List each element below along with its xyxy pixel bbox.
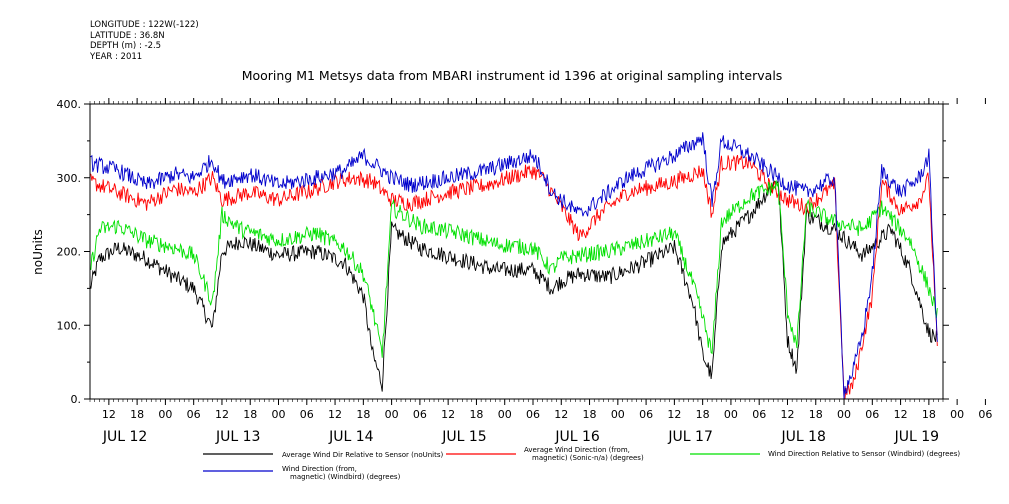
x-day-label: JUL 16 — [554, 429, 600, 445]
x-tick-label: 06 — [526, 408, 540, 421]
legend-label-2: Average Wind Direction (from, magnetic) (… — [524, 446, 644, 462]
x-tick-label: 18 — [130, 408, 144, 421]
series-line-2 — [89, 154, 938, 400]
year-label: YEAR : 2011 — [90, 51, 143, 62]
legend-label-line: Wind Direction (from, — [282, 465, 357, 473]
legend-label-line: Average Wind Direction (from, — [524, 446, 630, 454]
legend-label-4: Wind Direction (from, magnetic) (Windbird… — [282, 465, 401, 481]
y-tick-label: 200. — [57, 246, 82, 259]
x-day-label: JUL 19 — [894, 429, 939, 445]
x-tick-label: 06 — [752, 408, 766, 421]
x-tick-label: 00 — [498, 408, 512, 421]
x-day-label: JUL 17 — [667, 429, 712, 445]
legend-label-line: Average Wind Dir Relative to Sensor (noU… — [282, 451, 443, 459]
x-tick-label: 00 — [837, 408, 851, 421]
x-tick-label: 12 — [667, 408, 681, 421]
x-tick-label: 18 — [583, 408, 597, 421]
x-tick-label: 12 — [328, 408, 342, 421]
chart-title: Mooring M1 Metsys data from MBARI instru… — [242, 68, 783, 83]
metadata-block: LONGITUDE : 122W(-122) LATITUDE : 36.8N … — [90, 20, 199, 62]
x-tick-label: 18 — [696, 408, 710, 421]
x-tick-label: 00 — [158, 408, 172, 421]
x-tick-label: 12 — [441, 408, 455, 421]
x-day-label: JUL 14 — [328, 429, 374, 445]
plot-area — [89, 132, 938, 400]
series-line-1 — [89, 179, 938, 392]
y-tick-label: 0. — [71, 393, 82, 406]
x-tick-label: 12 — [894, 408, 908, 421]
x-tick-label: 00 — [950, 408, 964, 421]
legend-label-line: magnetic) (Sonic-n/a) (degrees) — [532, 454, 644, 462]
legend-label-3: Wind Direction Relative to Sensor (Windb… — [768, 450, 960, 458]
x-tick-label: 18 — [469, 408, 483, 421]
legend-label-1: Average Wind Dir Relative to Sensor (noU… — [282, 451, 443, 459]
x-tick-label: 06 — [865, 408, 879, 421]
legend-label-line: magnetic) (Windbird) (degrees) — [290, 473, 401, 481]
x-tick-label: 18 — [809, 408, 823, 421]
x-tick-label: 06 — [300, 408, 314, 421]
legend: Average Wind Dir Relative to Sensor (noU… — [203, 446, 960, 481]
x-tick-label: 06 — [978, 408, 992, 421]
longitude-label: LONGITUDE : 122W(-122) — [90, 20, 199, 30]
x-day-label: JUL 18 — [781, 429, 826, 445]
x-tick-label: 18 — [243, 408, 257, 421]
y-tick-label: 300. — [57, 172, 82, 185]
series-line-3 — [89, 180, 938, 358]
x-day-label: JUL 13 — [215, 429, 260, 445]
x-tick-label: 00 — [611, 408, 625, 421]
x-tick-label: 06 — [413, 408, 427, 421]
series-line-4 — [89, 132, 938, 399]
x-tick-label: 18 — [922, 408, 936, 421]
legend-label-line: Wind Direction Relative to Sensor (Windb… — [768, 450, 960, 458]
x-tick-label: 00 — [385, 408, 399, 421]
latitude-label: LATITUDE : 36.8N — [90, 30, 165, 41]
y-tick-label: 100. — [57, 319, 82, 332]
x-tick-label: 00 — [272, 408, 286, 421]
x-tick-label: 12 — [102, 408, 116, 421]
x-tick-label: 12 — [780, 408, 794, 421]
y-axis-label: noUnits — [31, 229, 45, 275]
x-tick-label: 12 — [554, 408, 568, 421]
x-tick-label: 18 — [356, 408, 370, 421]
y-tick-label: 400. — [57, 98, 82, 111]
x-tick-label: 12 — [215, 408, 229, 421]
x-day-label: JUL 15 — [441, 429, 486, 445]
axes: 0. 100. 200. 300. 400. 12 18 00 06 12 18 00 06 12 18 00… — [57, 98, 992, 445]
depth-label: DEPTH (m) : -2.5 — [90, 41, 162, 51]
x-tick-label: 00 — [724, 408, 738, 421]
x-tick-label: 06 — [187, 408, 201, 421]
x-tick-label: 06 — [639, 408, 653, 421]
x-day-label: JUL 12 — [102, 429, 147, 445]
